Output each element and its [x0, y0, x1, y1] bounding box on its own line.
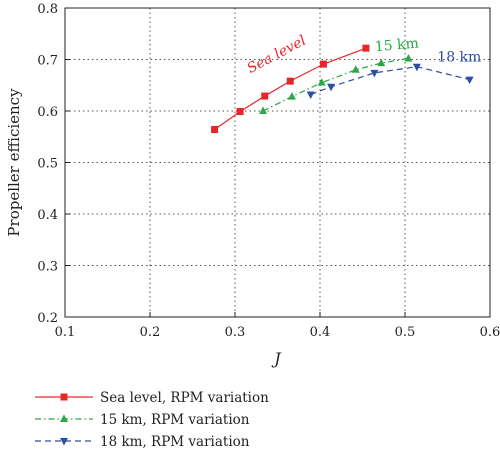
y-tick-label: 0.4: [37, 208, 58, 223]
legend-marker: [60, 414, 68, 422]
annotation-sea-level: Sea level: [245, 33, 309, 77]
data-point: [377, 58, 386, 67]
series-1: [211, 44, 370, 134]
y-tick-label: 0.3: [37, 260, 58, 275]
grid-lines: [65, 8, 490, 317]
legend: Sea level, RPM variation 15 km, RPM varia…: [35, 390, 269, 450]
annotation-15-km: 15 km: [374, 35, 419, 55]
data-point: [370, 69, 379, 78]
data-point: [319, 60, 327, 68]
data-point: [236, 108, 244, 116]
series-line: [214, 47, 367, 131]
data-point: [261, 92, 269, 100]
data-point: [412, 63, 421, 72]
x-tick-label: 0.6: [480, 325, 500, 340]
x-tick-label: 0.5: [395, 325, 416, 340]
y-tick-label: 0.2: [37, 311, 58, 326]
x-tick-label: 0.2: [140, 325, 161, 340]
legend-label: Sea level, RPM variation: [100, 390, 269, 406]
x-tick-label: 0.4: [310, 325, 331, 340]
y-tick-label: 0.8: [37, 2, 58, 17]
legend-label: 18 km, RPM variation: [100, 434, 250, 450]
x-tick-label: 0.1: [55, 325, 76, 340]
y-tick-label: 0.6: [37, 105, 58, 120]
y-axis-title: Propeller efficiency: [5, 88, 23, 237]
data-point: [286, 77, 294, 85]
annotation-layer: Sea level 15 km 18 km: [245, 33, 482, 77]
data-point: [211, 126, 219, 134]
axis-ticks: 0.1 0.2 0.3 0.4 0.5 0.60.20.30.40.50.60.70.8: [37, 2, 500, 340]
x-tick-label: 0.3: [225, 325, 246, 340]
annotation-18-km: 18 km: [437, 50, 481, 66]
data-point: [306, 91, 315, 100]
series-line: [262, 57, 409, 112]
legend-entry: 15 km, RPM variation: [35, 412, 250, 428]
data-point: [287, 92, 296, 100]
x-axis-title: J: [271, 349, 282, 368]
legend-entry: Sea level, RPM variation: [35, 390, 269, 406]
series-3: [306, 63, 474, 100]
legend-entry: 18 km, RPM variation: [35, 434, 250, 450]
data-point: [259, 106, 268, 114]
data-point: [327, 83, 336, 92]
data-point: [317, 78, 326, 86]
data-point: [404, 53, 413, 62]
data-point: [362, 44, 370, 52]
legend-label: 15 km, RPM variation: [100, 412, 250, 428]
data-point: [351, 65, 360, 73]
series-layer: [211, 44, 474, 134]
series-2: [259, 53, 413, 114]
series-line: [310, 66, 470, 96]
legend-marker: [60, 393, 68, 401]
y-tick-label: 0.5: [37, 157, 58, 172]
y-tick-label: 0.7: [37, 54, 58, 69]
legend-marker: [60, 438, 68, 446]
data-point: [465, 76, 474, 85]
